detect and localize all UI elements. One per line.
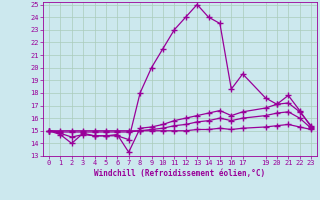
X-axis label: Windchill (Refroidissement éolien,°C): Windchill (Refroidissement éolien,°C) (94, 169, 266, 178)
